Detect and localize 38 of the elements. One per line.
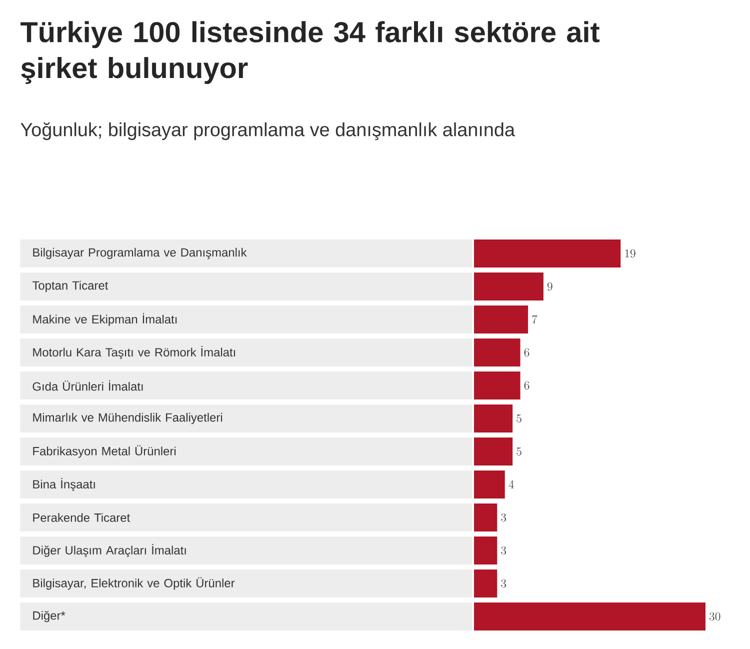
y-tick-label: Diğer*	[33, 610, 66, 622]
y-tick-label: Bina İnşaatı	[33, 478, 95, 491]
y-tick-label: Diğer Ulaşım Araçları İmalatı	[33, 544, 186, 557]
data-label: 3	[501, 579, 506, 588]
y-tick-label: Motorlu Kara Taşıtı ve Römork İmalatı	[33, 346, 236, 359]
bar	[474, 437, 513, 466]
bar	[474, 371, 520, 400]
y-tick-label: Perakende Ticaret	[33, 513, 130, 522]
bar	[474, 602, 706, 630]
data-label: 30	[709, 612, 720, 621]
data-label: 6	[524, 348, 530, 357]
y-tick-label: Fabrikasyon Metal Ürünleri	[33, 445, 176, 458]
bar	[474, 239, 621, 268]
data-label: 19	[625, 249, 636, 258]
data-label: 7	[532, 315, 538, 324]
text: Yoğunluk; bilgisayar programlama ve danışmanlık alanında	[20, 122, 516, 140]
data-label: 6	[524, 381, 530, 390]
bar	[474, 569, 498, 598]
y-tick-label: Toptan Ticaret	[32, 280, 108, 292]
data-label: 3	[501, 546, 506, 555]
y-tick-label: Bilgisayar, Elektronik ve Optik Ürünler	[33, 577, 235, 590]
y-tick-label: Makine ve Ekipman İmalatı	[33, 313, 177, 326]
data-label: 9	[547, 282, 552, 291]
data-label: 5	[516, 414, 522, 423]
bar	[474, 338, 520, 366]
y-tick-label: Bilgisayar Programlama ve Danışmanlık	[33, 248, 247, 260]
bar	[474, 470, 505, 498]
chart-title: Türkiye 100 listesinde 34 farklı sektöre ait şirket bulunuyor	[20, 21, 600, 84]
data-label: 3	[501, 513, 506, 522]
data-label: 5	[516, 447, 522, 456]
bar	[474, 503, 498, 532]
y-tick-label: Mimarlık ve Mühendislik Faaliyetleri	[33, 412, 222, 424]
bar	[474, 305, 528, 334]
data-label: 4	[508, 480, 514, 488]
bar	[474, 272, 544, 300]
bar	[474, 536, 498, 564]
bar	[474, 404, 513, 432]
y-tick-label: Gıda Ürünleri İmalatı	[32, 380, 143, 391]
